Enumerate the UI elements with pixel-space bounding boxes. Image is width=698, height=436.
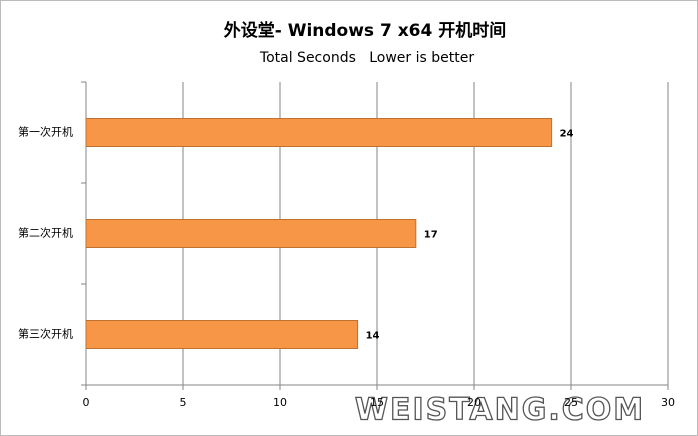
data-label: 17: [424, 230, 438, 241]
chart-subtitle: Total Seconds Lower is better: [259, 50, 474, 66]
data-label: 14: [366, 331, 380, 342]
bar: [85, 118, 553, 147]
x-tick-label: 5: [180, 396, 187, 409]
x-tick-label: 10: [273, 396, 287, 409]
y-tick-label: 第二次开机: [18, 226, 73, 240]
chart-title: 外设堂- Windows 7 x64 开机时间: [224, 20, 507, 41]
bar: [85, 219, 417, 248]
x-tick-label: 25: [564, 396, 578, 409]
x-tick-label: 20: [467, 396, 481, 409]
bar: [85, 320, 359, 349]
x-tick-label: 0: [83, 396, 90, 409]
y-tick-label: 第一次开机: [18, 125, 73, 139]
data-label: 24: [560, 129, 574, 140]
watermark: WEISTANG.COM: [355, 393, 645, 428]
x-tick-label: 15: [370, 396, 384, 409]
y-tick-label: 第三次开机: [18, 327, 73, 341]
x-tick-label: 30: [661, 396, 675, 409]
